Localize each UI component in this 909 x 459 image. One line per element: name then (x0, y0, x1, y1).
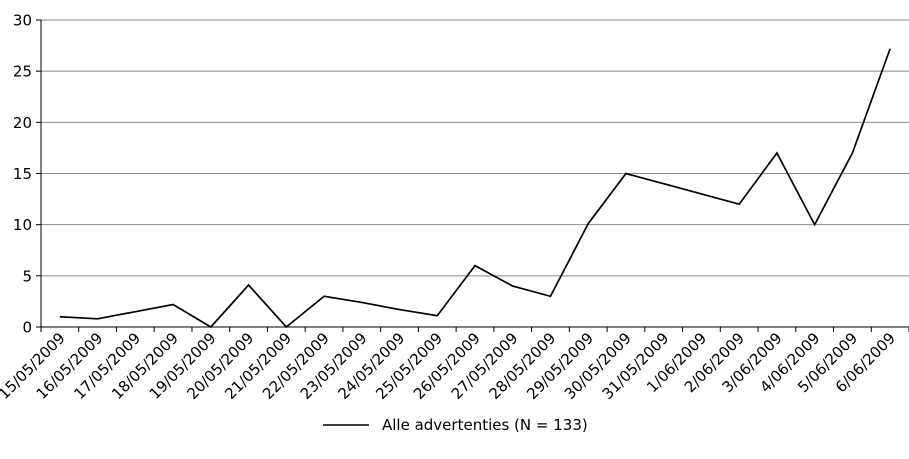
legend: Alle advertenties (N = 133) (323, 416, 588, 434)
y-tick-labels: 0 5 10 15 20 25 30 (13, 12, 32, 337)
series-layer (59, 48, 891, 329)
series-line (59, 48, 891, 329)
y-tick-label: 25 (13, 63, 32, 81)
y-tick-label: 15 (13, 165, 32, 183)
y-tick-label: 20 (13, 114, 32, 132)
y-tick-label: 30 (13, 12, 32, 30)
x-tick-labels: 15/05/200916/05/200917/05/200918/05/2009… (0, 329, 899, 403)
axes (36, 19, 909, 332)
y-tick-label: 5 (22, 267, 32, 285)
y-tick-label: 10 (13, 216, 32, 234)
legend-label: Alle advertenties (N = 133) (382, 416, 588, 434)
gridlines (41, 19, 909, 277)
y-tick-label: 0 (22, 319, 32, 337)
